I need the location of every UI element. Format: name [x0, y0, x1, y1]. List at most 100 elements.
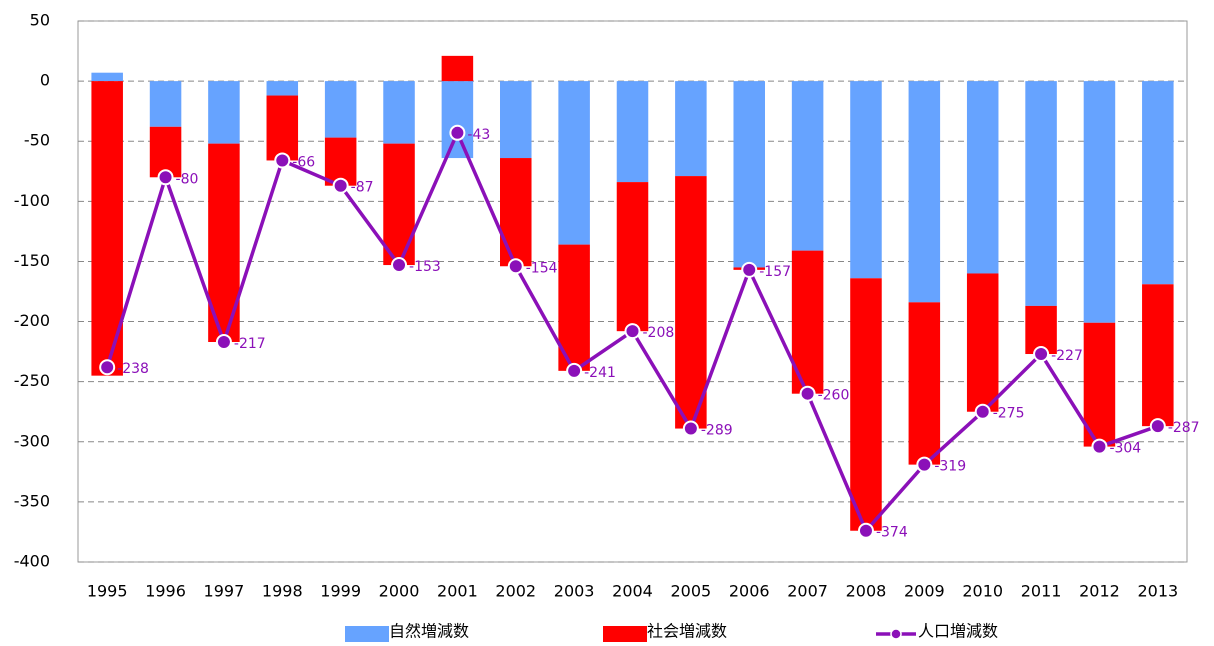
data-label: -157 — [759, 264, 791, 280]
bar — [675, 81, 707, 177]
data-label: -260 — [818, 388, 850, 404]
x-tick-label: 2003 — [554, 582, 595, 601]
legend-label: 社会増減数 — [647, 622, 727, 641]
bar — [1083, 322, 1116, 447]
bar — [149, 126, 182, 178]
marker — [1091, 438, 1108, 455]
data-label: -319 — [934, 459, 966, 475]
y-tick-label: -100 — [14, 191, 50, 210]
bar — [149, 81, 182, 127]
data-label: -217 — [234, 336, 266, 352]
bar — [1142, 81, 1174, 285]
legend-swatch — [603, 626, 647, 642]
legend-item: 自然増減数 — [345, 622, 469, 642]
x-tick-label: 2000 — [379, 582, 420, 601]
bar — [675, 176, 707, 429]
bar — [91, 81, 123, 376]
x-tick-label: 1996 — [145, 582, 186, 601]
marker — [916, 456, 933, 473]
bar — [908, 302, 941, 465]
data-label: -80 — [176, 171, 199, 187]
bar — [850, 278, 882, 531]
bar — [616, 81, 649, 183]
bar — [908, 81, 941, 303]
data-label: -153 — [409, 259, 441, 275]
bar — [966, 81, 999, 274]
bar — [266, 95, 299, 161]
data-label: -289 — [701, 423, 733, 439]
marker — [857, 522, 874, 539]
bar — [616, 182, 649, 332]
bar — [208, 81, 240, 144]
y-tick-label: -400 — [14, 552, 50, 571]
x-tick-label: 2007 — [787, 582, 828, 601]
legend-label: 人口増減数 — [918, 622, 998, 641]
y-tick-label: -300 — [14, 431, 50, 450]
x-tick-label: 2012 — [1079, 582, 1120, 601]
y-tick-label: -50 — [24, 131, 50, 150]
x-tick-label: 1995 — [87, 582, 128, 601]
data-label: -241 — [584, 365, 616, 381]
y-tick-label: -150 — [14, 251, 50, 270]
data-label: -275 — [993, 406, 1025, 422]
marker — [1033, 346, 1050, 363]
x-tick-label: 2006 — [729, 582, 770, 601]
y-tick-label: 0 — [40, 71, 50, 90]
legend-label: 自然増減数 — [389, 622, 469, 641]
data-label: -43 — [467, 127, 490, 143]
bar — [441, 55, 474, 82]
bar — [500, 158, 532, 267]
legend-item: 社会増減数 — [603, 622, 727, 642]
y-tick-label: -350 — [14, 491, 50, 510]
data-label: -374 — [876, 525, 908, 541]
marker — [624, 323, 641, 340]
bar — [966, 273, 999, 412]
marker — [799, 385, 816, 402]
marker — [215, 333, 232, 350]
x-tick-label: 2009 — [904, 582, 945, 601]
data-label: -227 — [1051, 348, 1083, 364]
bar — [1083, 81, 1116, 323]
legend-item: 人口増減数 — [876, 622, 998, 641]
bar — [91, 72, 123, 82]
bar — [850, 81, 882, 279]
marker — [741, 261, 758, 278]
x-tick-label: 1999 — [320, 582, 361, 601]
x-tick-label: 1998 — [262, 582, 303, 601]
data-label: -154 — [526, 260, 558, 276]
marker — [99, 359, 116, 376]
x-tick-label: 2011 — [1021, 582, 1062, 601]
x-tick-label: 1997 — [204, 582, 245, 601]
x-tick-label: 2010 — [962, 582, 1003, 601]
x-tick-label: 2008 — [846, 582, 887, 601]
y-tick-label: -200 — [14, 311, 50, 330]
marker — [682, 420, 699, 437]
marker — [274, 152, 291, 169]
bar — [383, 143, 415, 266]
y-tick-label: -250 — [14, 371, 50, 390]
data-label: -208 — [643, 325, 675, 341]
x-tick-label: 2002 — [495, 582, 536, 601]
data-label: -287 — [1168, 420, 1200, 436]
x-tick-label: 2005 — [671, 582, 712, 601]
bar — [266, 81, 299, 96]
marker — [507, 258, 524, 275]
marker — [157, 169, 174, 186]
marker — [566, 362, 583, 379]
marker — [449, 124, 466, 141]
x-tick-label: 2013 — [1137, 582, 1178, 601]
y-tick-label: 50 — [30, 11, 50, 30]
data-label: -66 — [292, 154, 315, 170]
marker — [974, 403, 991, 420]
marker — [332, 177, 349, 194]
bar — [558, 81, 590, 245]
data-label: -304 — [1109, 441, 1141, 457]
bar — [324, 81, 357, 138]
data-label: -87 — [351, 180, 374, 196]
x-tick-label: 2001 — [437, 582, 478, 601]
bar — [1142, 284, 1174, 427]
bar — [383, 81, 415, 144]
x-tick-label: 2004 — [612, 582, 653, 601]
marker — [391, 257, 408, 274]
